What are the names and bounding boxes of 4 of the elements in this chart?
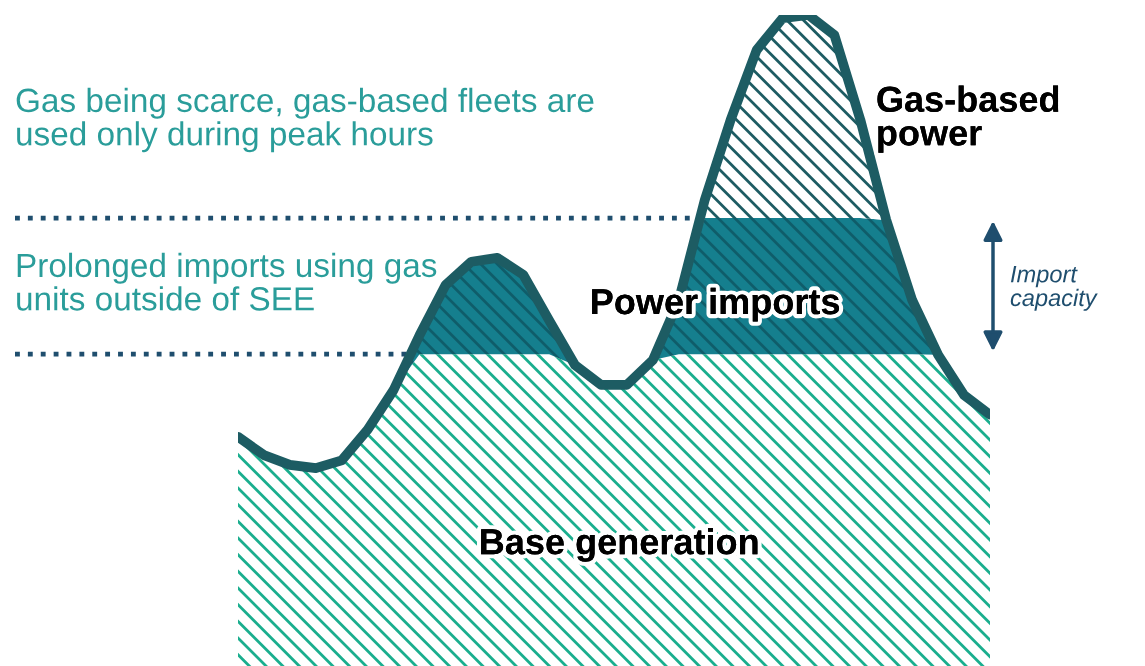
annotation: Gas being scarce, gas-based fleets are used only during peak hours [16, 87, 594, 153]
text: Import capacity [1010, 266, 1098, 311]
series-label: Gas-based power [877, 85, 1059, 153]
annotation: Prolonged imports using gas units outside of SEE [17, 252, 437, 311]
